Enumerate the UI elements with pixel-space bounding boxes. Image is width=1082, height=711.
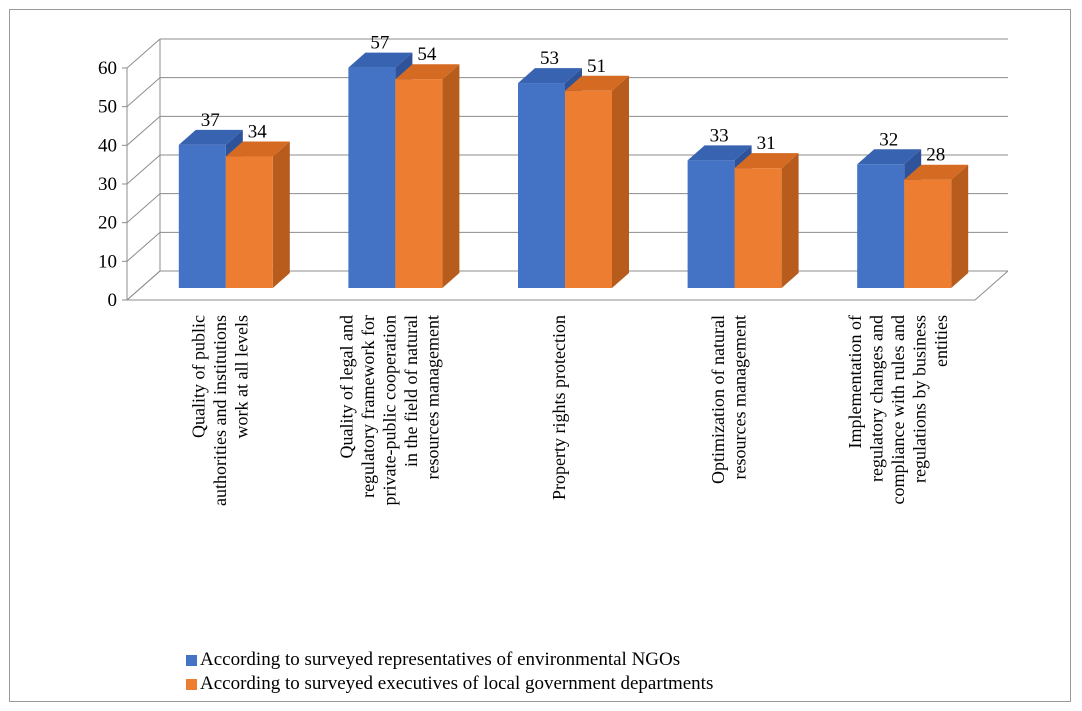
data-labels: 37 34 57 54 53 51 33 31 32 28 — [201, 33, 945, 166]
bar-front — [857, 164, 905, 288]
gridline-side-60 — [126, 38, 161, 69]
bar-front — [687, 160, 735, 288]
category-labels: Quality of public authorities and institu… — [188, 315, 951, 506]
bar-front — [734, 168, 782, 288]
bar-front — [904, 179, 952, 288]
legend-label-series-2: According to surveyed executives of loca… — [200, 673, 714, 694]
bar-top — [734, 153, 799, 169]
bar-front — [348, 67, 396, 288]
bar-series2-cat1 — [225, 141, 290, 288]
bar-top — [395, 64, 460, 80]
gridline-side-40 — [126, 115, 161, 146]
data-label-series2-cat5: 28 — [926, 145, 945, 166]
legend: According to surveyed representatives of… — [186, 648, 713, 696]
bar-side — [272, 141, 290, 288]
legend-label-series-1: According to surveyed representatives of… — [200, 649, 681, 670]
bar-series2-cat5 — [904, 164, 969, 288]
category-label-line: Property rights protection — [549, 315, 569, 500]
category-label-line: in the field of natural — [401, 315, 421, 467]
category-label-line: Implementation of — [845, 315, 865, 448]
data-label-series1-cat1: 37 — [201, 110, 220, 131]
data-label-series1-cat4: 33 — [710, 125, 729, 146]
category-label-4: Optimization of natural resources managem… — [708, 315, 750, 484]
bar-series2-cat4 — [734, 153, 799, 288]
bar-top — [857, 149, 922, 165]
y-tick-label-30: 30 — [98, 174, 117, 195]
bar-side — [781, 153, 799, 288]
category-label-line: regulatory framework for — [358, 315, 378, 498]
category-label-5: Implementation of regulatory changes and c… — [845, 315, 951, 504]
bars — [178, 52, 969, 288]
bar-top — [518, 68, 582, 84]
data-label-series2-cat4: 31 — [757, 133, 776, 154]
category-label-2: Quality of legal and regulatory framework… — [336, 315, 442, 505]
y-tick-label-50: 50 — [98, 97, 117, 118]
y-tick-label-60: 60 — [98, 58, 117, 79]
bar-side — [612, 75, 629, 288]
category-label-line: regulatory changes and — [867, 315, 887, 482]
legend-swatch-series-2 — [186, 678, 197, 690]
gridline-side-50 — [126, 77, 161, 108]
category-label-line: authorities and institutions — [210, 315, 230, 506]
floor-right-edge — [974, 270, 1009, 301]
y-tick-label-0: 0 — [108, 290, 118, 311]
gridline-side-0 — [126, 270, 161, 301]
y-axis-ticks: 0 10 20 30 40 50 60 — [98, 58, 127, 311]
gridline-side-30 — [126, 154, 161, 185]
data-label-series2-cat3: 51 — [587, 56, 606, 77]
bar-top — [178, 129, 243, 145]
bar-series2-cat2 — [395, 64, 460, 288]
bar-front — [395, 79, 443, 288]
bar-series2-cat3 — [565, 75, 629, 288]
category-label-1: Quality of public authorities and institu… — [188, 315, 251, 506]
bar-front — [178, 144, 226, 288]
bar-front — [225, 156, 273, 288]
bar-side — [442, 64, 460, 288]
bar-top — [348, 52, 413, 68]
y-tick-label-20: 20 — [98, 213, 117, 234]
y-tick-label-10: 10 — [98, 251, 117, 272]
bar-top — [687, 145, 752, 161]
data-label-series1-cat3: 53 — [540, 48, 559, 69]
bar-side — [951, 164, 969, 288]
data-label-series1-cat2: 57 — [370, 33, 389, 54]
data-label-series1-cat5: 32 — [879, 129, 898, 150]
legend-item-series-2: According to surveyed executives of loca… — [186, 672, 713, 696]
category-label-line: entities — [931, 315, 951, 367]
bar-front — [565, 90, 612, 288]
category-label-line: regulations by business — [910, 315, 930, 483]
category-label-line: compliance with rules and — [888, 315, 908, 504]
chart-frame — [9, 9, 1071, 702]
legend-item-series-1: According to surveyed representatives of… — [186, 648, 713, 672]
category-label-line: resources management — [422, 315, 442, 479]
bar-top — [565, 75, 629, 91]
category-label-line: private-public cooperation — [379, 315, 399, 505]
category-label-line: Quality of legal and — [336, 315, 356, 458]
category-label-line: work at all levels — [231, 315, 251, 438]
category-label-line: resources management — [729, 315, 749, 479]
category-label-line: Optimization of natural — [708, 315, 728, 484]
legend-swatch-series-1 — [186, 654, 197, 666]
gridline-side-10 — [126, 231, 161, 262]
data-label-series2-cat2: 54 — [417, 44, 437, 65]
gridline-side-20 — [126, 193, 161, 224]
y-tick-label-40: 40 — [98, 135, 117, 156]
bar-top — [904, 164, 969, 180]
bar-top — [225, 141, 290, 157]
bar-front — [518, 83, 565, 288]
category-label-3: Property rights protection — [549, 315, 569, 500]
category-label-line: Quality of public — [188, 315, 208, 438]
data-label-series2-cat1: 34 — [248, 122, 268, 143]
